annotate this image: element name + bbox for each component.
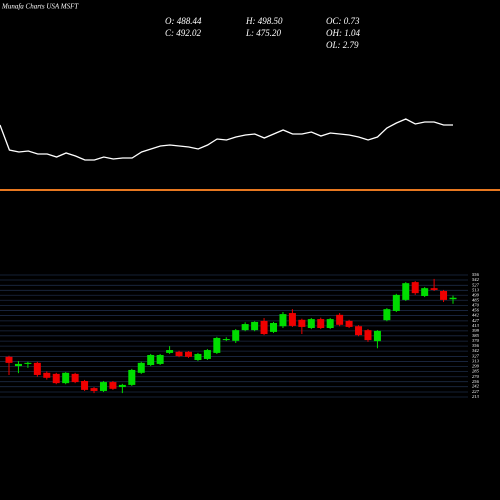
- candle-body: [14, 363, 22, 367]
- y-tick-label: 242: [472, 384, 480, 389]
- candle-body: [270, 323, 278, 332]
- candle-body: [90, 388, 98, 391]
- candle-body: [449, 297, 457, 300]
- candle-body: [411, 282, 419, 294]
- candle-body: [213, 337, 221, 353]
- y-tick-label: 270: [472, 374, 480, 379]
- candle-body: [355, 326, 363, 336]
- candle-body: [345, 320, 353, 327]
- y-tick-label: 427: [472, 318, 480, 323]
- candle-body: [392, 294, 400, 311]
- candle-body: [260, 320, 268, 335]
- candle-body: [430, 288, 438, 290]
- candle-body: [166, 350, 174, 353]
- y-tick-label: 513: [472, 287, 480, 292]
- candle-body: [52, 373, 60, 384]
- y-tick-label: 556: [472, 272, 480, 277]
- candle-body: [147, 355, 155, 365]
- chart-title: Munafa Charts USA MSFT: [1, 3, 79, 11]
- y-tick-label: 470: [472, 303, 480, 308]
- y-tick-label: 299: [472, 363, 480, 368]
- candle-body: [336, 314, 344, 325]
- candle-body: [24, 362, 32, 364]
- y-tick-label: 527: [472, 282, 480, 287]
- candle-body: [81, 380, 89, 390]
- y-tick-label: 285: [472, 368, 480, 373]
- y-tick-label: 342: [472, 348, 480, 353]
- y-tick-label: 542: [472, 277, 480, 282]
- price-line: [0, 118, 453, 161]
- candle-body: [156, 355, 164, 364]
- ohlc-label: L: 475.20: [245, 28, 282, 38]
- candle-body: [298, 319, 306, 327]
- y-tick-label: 356: [472, 343, 480, 348]
- candle-body: [118, 384, 126, 388]
- ohlc-label: H: 498.50: [245, 16, 283, 26]
- y-tick-label: 313: [472, 358, 480, 363]
- candle-body: [222, 339, 230, 341]
- ohlc-label: C: 492.02: [165, 28, 202, 38]
- y-tick-label: 227: [472, 389, 480, 394]
- candle-body: [62, 372, 70, 384]
- ohlc-label: OC: 0.73: [326, 16, 360, 26]
- y-tick-label: 499: [472, 292, 480, 297]
- candle-body: [71, 373, 79, 383]
- ohlc-label: OL: 2.79: [326, 40, 359, 50]
- y-tick-label: 413: [472, 323, 480, 328]
- candle-body: [184, 351, 192, 357]
- candle-body: [241, 324, 249, 331]
- y-tick-label: 370: [472, 338, 480, 343]
- y-tick-label: 213: [472, 394, 480, 399]
- candle-body: [137, 362, 145, 373]
- y-tick-label: 327: [472, 354, 480, 359]
- candle-body: [33, 362, 41, 375]
- candle-body: [326, 319, 334, 328]
- candle-body: [203, 350, 211, 359]
- candle-body: [99, 382, 107, 391]
- candle-body: [43, 372, 51, 378]
- ohlc-label: O: 488.44: [165, 16, 202, 26]
- y-tick-label: 399: [472, 328, 480, 333]
- candle-body: [317, 319, 325, 328]
- candle-body: [194, 353, 202, 361]
- candle-body: [402, 283, 410, 300]
- candle-body: [307, 319, 315, 328]
- candle-body: [279, 314, 287, 327]
- y-tick-label: 256: [472, 379, 480, 384]
- candle-body: [364, 330, 372, 341]
- y-tick-label: 442: [472, 313, 480, 318]
- candle-body: [288, 313, 296, 326]
- y-tick-label: 485: [472, 297, 480, 302]
- candle-body: [175, 351, 183, 357]
- candle-body: [383, 309, 391, 321]
- ohlc-label: OH: 1.04: [326, 28, 360, 38]
- y-tick-label: 456: [472, 308, 480, 313]
- candle-body: [5, 356, 13, 363]
- candle-body: [232, 330, 240, 341]
- candle-body: [421, 288, 429, 296]
- candle-body: [373, 330, 381, 342]
- candle-body: [251, 321, 259, 331]
- candle-body: [128, 369, 136, 385]
- y-tick-label: 385: [472, 333, 480, 338]
- candle-body: [440, 291, 448, 300]
- candle-body: [109, 382, 117, 389]
